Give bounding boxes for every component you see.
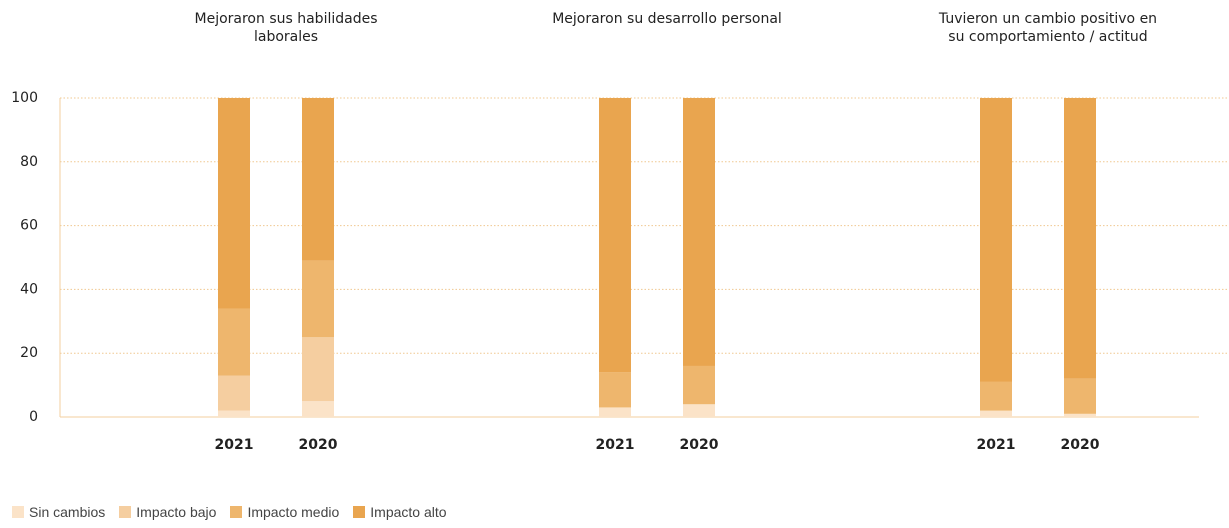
x-tick-label: 2021 xyxy=(596,437,635,453)
bar-segment xyxy=(599,372,631,408)
y-tick-label: 80 xyxy=(20,154,38,170)
legend-label: Impacto bajo xyxy=(136,504,217,520)
bar-segment xyxy=(683,404,715,417)
legend-item: Impacto medio xyxy=(230,504,339,520)
y-tick-label: 100 xyxy=(11,90,38,106)
bar-segment xyxy=(980,410,1012,417)
legend-label: Impacto medio xyxy=(247,504,340,520)
group-title: Mejoraron sus habilidades laborales xyxy=(194,11,378,45)
y-tick-label: 0 xyxy=(29,409,38,425)
legend-swatch xyxy=(12,506,24,518)
legend: Sin cambios Impacto bajo Impacto medio Impa… xyxy=(12,504,447,520)
x-tick-label: 2020 xyxy=(1061,437,1100,453)
bar-segment xyxy=(599,98,631,373)
bar-segment xyxy=(218,98,250,309)
bar-segment xyxy=(1064,413,1096,417)
bar-segment xyxy=(1064,378,1096,414)
bar-segment xyxy=(302,337,334,402)
legend-item: Impacto bajo xyxy=(119,504,216,520)
bar-segment xyxy=(980,381,1012,411)
legend-item: Impacto alto xyxy=(353,504,447,520)
y-tick-label: 60 xyxy=(20,218,38,234)
legend-swatch xyxy=(230,506,243,518)
bar-segment xyxy=(302,98,334,261)
bar-segment xyxy=(218,308,250,376)
legend-swatch xyxy=(353,506,366,518)
legend-swatch xyxy=(119,506,132,518)
group-title: Mejoraron su desarrollo personal xyxy=(552,11,782,27)
x-tick-label: 2020 xyxy=(299,437,338,453)
y-tick-label: 40 xyxy=(20,281,38,297)
plot: 0 20 40 60 80 100 2021 2020 2021 2020 2021 2020 xyxy=(11,90,1229,453)
bar-segment xyxy=(683,98,715,366)
legend-label: Sin cambios xyxy=(29,504,106,520)
legend-item: Sin cambios xyxy=(12,504,105,520)
legend-label: Impacto alto xyxy=(370,504,447,520)
bar-segment xyxy=(302,260,334,338)
group-title: Tuvieron un cambio positivo en su compor… xyxy=(938,11,1158,45)
x-tick-label: 2020 xyxy=(680,437,719,453)
bar-segment xyxy=(218,375,250,411)
x-tick-label: 2021 xyxy=(977,437,1016,453)
x-tick-label: 2021 xyxy=(215,437,254,453)
bar-segment xyxy=(599,407,631,417)
bar-segment xyxy=(1064,98,1096,379)
y-tick-label: 20 xyxy=(20,345,38,361)
bar-segment xyxy=(980,98,1012,382)
bar-segment xyxy=(683,365,715,405)
bar-segment xyxy=(218,410,250,417)
bar-segment xyxy=(302,401,334,417)
